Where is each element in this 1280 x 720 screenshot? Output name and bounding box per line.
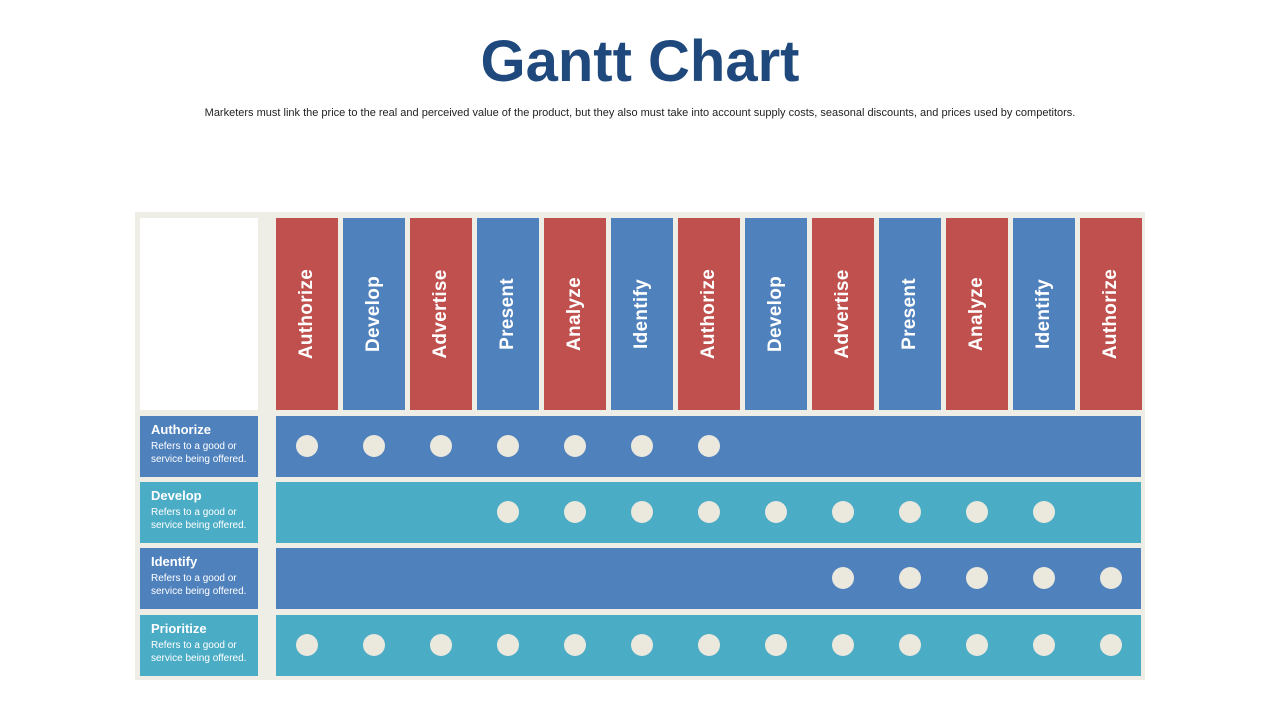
column-header-present: Present bbox=[477, 218, 539, 410]
milestone-dot bbox=[430, 435, 452, 457]
milestone-dot bbox=[564, 501, 586, 523]
column-header-present: Present bbox=[879, 218, 941, 410]
row-title: Develop bbox=[151, 488, 258, 504]
milestone-dot bbox=[899, 567, 921, 589]
gantt-corner-cell bbox=[140, 218, 258, 410]
row-label-authorize: Authorize Refers to a good or service bei… bbox=[140, 416, 258, 477]
milestone-dot bbox=[832, 634, 854, 656]
row-title: Prioritize bbox=[151, 621, 258, 637]
column-header-authorize: Authorize bbox=[276, 218, 338, 410]
row-title: Authorize bbox=[151, 422, 258, 438]
milestone-dot bbox=[1033, 501, 1055, 523]
column-header-label: Identify bbox=[1033, 279, 1055, 349]
row-label-identify: Identify Refers to a good or service bein… bbox=[140, 548, 258, 609]
milestone-dot bbox=[296, 634, 318, 656]
column-header-label: Authorize bbox=[1100, 269, 1122, 359]
column-header-develop: Develop bbox=[745, 218, 807, 410]
milestone-dot bbox=[1100, 567, 1122, 589]
milestone-dot bbox=[631, 634, 653, 656]
column-header-label: Develop bbox=[765, 276, 787, 352]
column-header-advertise: Advertise bbox=[812, 218, 874, 410]
milestone-dot bbox=[698, 634, 720, 656]
milestone-dot bbox=[1033, 634, 1055, 656]
row-description: Refers to a good or service being offere… bbox=[151, 440, 258, 466]
milestone-dot bbox=[966, 567, 988, 589]
column-header-label: Advertise bbox=[430, 269, 452, 358]
milestone-dot bbox=[631, 501, 653, 523]
column-header-advertise: Advertise bbox=[410, 218, 472, 410]
column-header-label: Authorize bbox=[698, 269, 720, 359]
row-description: Refers to a good or service being offere… bbox=[151, 506, 258, 532]
page-subtitle: Marketers must link the price to the rea… bbox=[0, 106, 1280, 120]
column-header-label: Analyze bbox=[966, 277, 988, 351]
milestone-dot bbox=[698, 435, 720, 457]
row-label-prioritize: Prioritize Refers to a good or service be… bbox=[140, 615, 258, 676]
milestone-dot bbox=[564, 634, 586, 656]
milestone-dot bbox=[966, 501, 988, 523]
milestone-dot bbox=[832, 501, 854, 523]
column-header-identify: Identify bbox=[1013, 218, 1075, 410]
milestone-dot bbox=[363, 634, 385, 656]
row-description: Refers to a good or service being offere… bbox=[151, 639, 258, 665]
column-header-develop: Develop bbox=[343, 218, 405, 410]
milestone-dot bbox=[564, 435, 586, 457]
column-header-authorize: Authorize bbox=[1080, 218, 1142, 410]
milestone-dot bbox=[631, 435, 653, 457]
column-header-analyze: Analyze bbox=[946, 218, 1008, 410]
milestone-dot bbox=[899, 634, 921, 656]
milestone-dot bbox=[497, 634, 519, 656]
row-bar-identify bbox=[276, 548, 1141, 609]
column-header-label: Develop bbox=[363, 276, 385, 352]
column-header-label: Present bbox=[899, 278, 921, 350]
column-header-analyze: Analyze bbox=[544, 218, 606, 410]
column-header-label: Authorize bbox=[296, 269, 318, 359]
milestone-dot bbox=[430, 634, 452, 656]
milestone-dot bbox=[765, 634, 787, 656]
row-label-develop: Develop Refers to a good or service being… bbox=[140, 482, 258, 543]
milestone-dot bbox=[497, 501, 519, 523]
milestone-dot bbox=[966, 634, 988, 656]
column-header-identify: Identify bbox=[611, 218, 673, 410]
milestone-dot bbox=[1100, 634, 1122, 656]
milestone-dot bbox=[1033, 567, 1055, 589]
column-header-label: Identify bbox=[631, 279, 653, 349]
column-header-label: Advertise bbox=[832, 269, 854, 358]
milestone-dot bbox=[296, 435, 318, 457]
column-header-label: Analyze bbox=[564, 277, 586, 351]
row-title: Identify bbox=[151, 554, 258, 570]
milestone-dot bbox=[497, 435, 519, 457]
milestone-dot bbox=[698, 501, 720, 523]
milestone-dot bbox=[832, 567, 854, 589]
column-header-authorize: Authorize bbox=[678, 218, 740, 410]
page-title: Gantt Chart bbox=[0, 28, 1280, 96]
milestone-dot bbox=[765, 501, 787, 523]
row-description: Refers to a good or service being offere… bbox=[151, 572, 258, 598]
milestone-dot bbox=[899, 501, 921, 523]
column-header-label: Present bbox=[497, 278, 519, 350]
milestone-dot bbox=[363, 435, 385, 457]
